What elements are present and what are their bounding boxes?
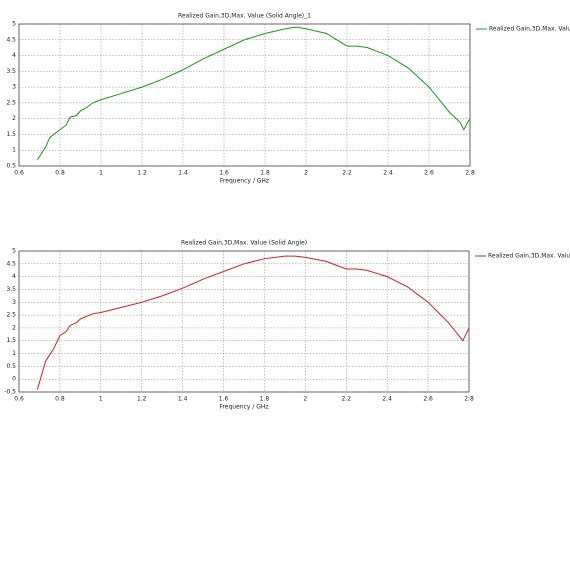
x-tick-label: 1 — [99, 396, 103, 403]
y-tick-label: 4 — [12, 52, 16, 59]
y-tick-label: 1.5 — [6, 131, 16, 138]
x-tick-label: 1.6 — [219, 396, 229, 403]
y-tick-label: 3.5 — [6, 68, 16, 75]
plot-frame — [18, 23, 471, 167]
x-tick-label: 2.2 — [342, 170, 352, 177]
y-tick-label: 5 — [12, 21, 16, 28]
plot-frame — [18, 250, 470, 393]
x-tick-label: 2.6 — [424, 170, 434, 177]
chart-title: Realized Gain,3D,Max. Value (Solid Angle… — [178, 13, 311, 20]
series-line — [37, 26, 471, 160]
y-tick-label: 0.5 — [6, 163, 16, 170]
x-tick-label: 1.8 — [260, 170, 270, 177]
y-tick-label: 3 — [12, 84, 16, 91]
x-tick-label: 2.8 — [465, 170, 475, 177]
y-tick-label: 1 — [12, 350, 16, 357]
x-tick-label: 1.2 — [137, 396, 147, 403]
y-tick-label: 1.5 — [6, 337, 16, 344]
x-tick-label: 2 — [303, 396, 307, 403]
x-tick-label: 2.4 — [382, 396, 392, 403]
y-tick-label: 0.5 — [6, 363, 16, 370]
x-tick-label: 1.4 — [178, 170, 188, 177]
x-tick-label: 0.6 — [14, 396, 24, 403]
y-tick-label: 5 — [12, 248, 16, 255]
x-tick-label: 2.8 — [464, 396, 474, 403]
series-line — [36, 255, 470, 390]
x-tick-label: 2.4 — [383, 170, 393, 177]
y-tick-label: 2 — [12, 115, 16, 122]
y-tick-label: 0 — [12, 376, 16, 383]
x-axis-label: Frequency / GHz — [220, 178, 269, 185]
y-tick-label: 4.5 — [6, 36, 16, 43]
x-tick-label: 2 — [304, 170, 308, 177]
y-tick-label: 2.5 — [6, 312, 16, 319]
x-tick-label: 1.4 — [178, 396, 188, 403]
chart-title: Realized Gain,3D,Max. Value (Solid Angle… — [181, 240, 307, 247]
x-tick-label: 1.8 — [260, 396, 270, 403]
x-tick-label: 1.2 — [137, 170, 147, 177]
x-tick-label: 0.8 — [55, 396, 65, 403]
y-tick-label: 1 — [12, 147, 16, 154]
y-tick-label: 3.5 — [6, 286, 16, 293]
x-tick-label: 2.6 — [423, 396, 433, 403]
x-tick-label: 0.8 — [55, 170, 65, 177]
y-tick-label: 4.5 — [6, 260, 16, 267]
y-tick-label: 4 — [12, 273, 16, 280]
legend-label: Realized Gain,3D,Max. Value... — [489, 26, 570, 33]
y-tick-label: -0.5 — [4, 389, 16, 396]
y-tick-label: 3 — [12, 299, 16, 306]
x-axis-label: Frequency / GHz — [219, 404, 268, 411]
x-tick-label: 1 — [99, 170, 103, 177]
x-tick-label: 0.6 — [14, 170, 24, 177]
y-tick-label: 2.5 — [6, 99, 16, 106]
x-tick-label: 1.6 — [219, 170, 229, 177]
legend-label: Realized Gain,3D,Max. Value — [488, 253, 570, 260]
y-tick-label: 2 — [12, 324, 16, 331]
x-tick-label: 2.2 — [341, 396, 351, 403]
